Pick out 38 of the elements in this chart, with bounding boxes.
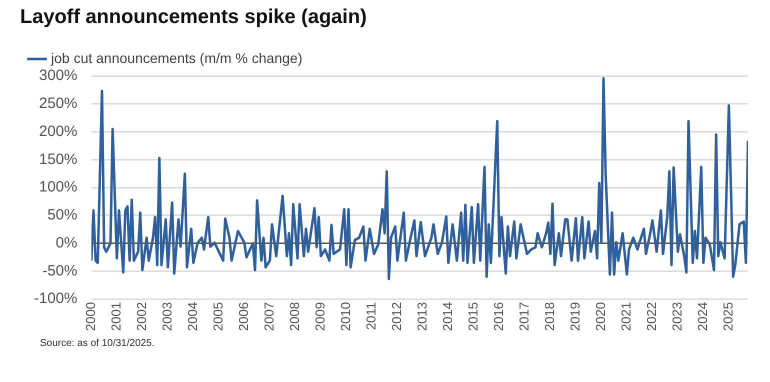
x-tick-label: 2024 bbox=[694, 302, 710, 331]
x-tick-label: 2008 bbox=[286, 302, 302, 331]
y-tick-label: 100% bbox=[38, 178, 78, 196]
chart-title: Layoff announcements spike (again) bbox=[20, 6, 367, 29]
x-tick-label: 2018 bbox=[542, 302, 557, 331]
x-tick-label: 2014 bbox=[440, 302, 455, 331]
x-tick-label: 2005 bbox=[210, 302, 226, 331]
x-tick-label: 2001 bbox=[108, 302, 124, 331]
x-tick-label: 2003 bbox=[159, 302, 174, 331]
x-tick-label: 2023 bbox=[669, 302, 684, 331]
x-tick-label: 2011 bbox=[363, 302, 378, 330]
x-tick-label: 2000 bbox=[82, 302, 98, 331]
x-tick-label: 2002 bbox=[134, 302, 149, 331]
y-tick-label: 300% bbox=[38, 67, 78, 84]
x-tick-label: 2025 bbox=[720, 302, 736, 331]
y-tick-label: 0% bbox=[56, 234, 78, 252]
x-tick-label: 2007 bbox=[261, 302, 276, 331]
x-tick-label: 2004 bbox=[184, 302, 200, 331]
x-tick-label: 2017 bbox=[516, 302, 532, 331]
x-tick-label: 2020 bbox=[592, 302, 608, 331]
y-tick-label: 150% bbox=[38, 150, 78, 168]
x-tick-label: 2006 bbox=[236, 302, 251, 331]
x-tick-label: 2013 bbox=[414, 302, 430, 331]
x-tick-label: 2009 bbox=[312, 302, 328, 331]
y-tick-label: 250% bbox=[38, 95, 78, 112]
x-tick-label: 2019 bbox=[567, 302, 582, 331]
source-note: Source: as of 10/31/2025. bbox=[40, 338, 155, 349]
legend-label: job cut announcements (m/m % change) bbox=[50, 50, 302, 66]
x-tick-label: 2010 bbox=[338, 302, 353, 331]
y-tick-label: -50% bbox=[42, 262, 78, 280]
y-tick-label: 50% bbox=[47, 206, 78, 224]
x-tick-label: 2015 bbox=[465, 302, 480, 331]
y-tick-label: -100% bbox=[34, 290, 78, 308]
x-tick-label: 2016 bbox=[490, 302, 506, 331]
x-tick-label: 2012 bbox=[388, 302, 404, 331]
x-tick-label: 2021 bbox=[618, 302, 634, 331]
y-tick-label: 200% bbox=[38, 122, 78, 140]
x-tick-label: 2022 bbox=[644, 302, 659, 331]
